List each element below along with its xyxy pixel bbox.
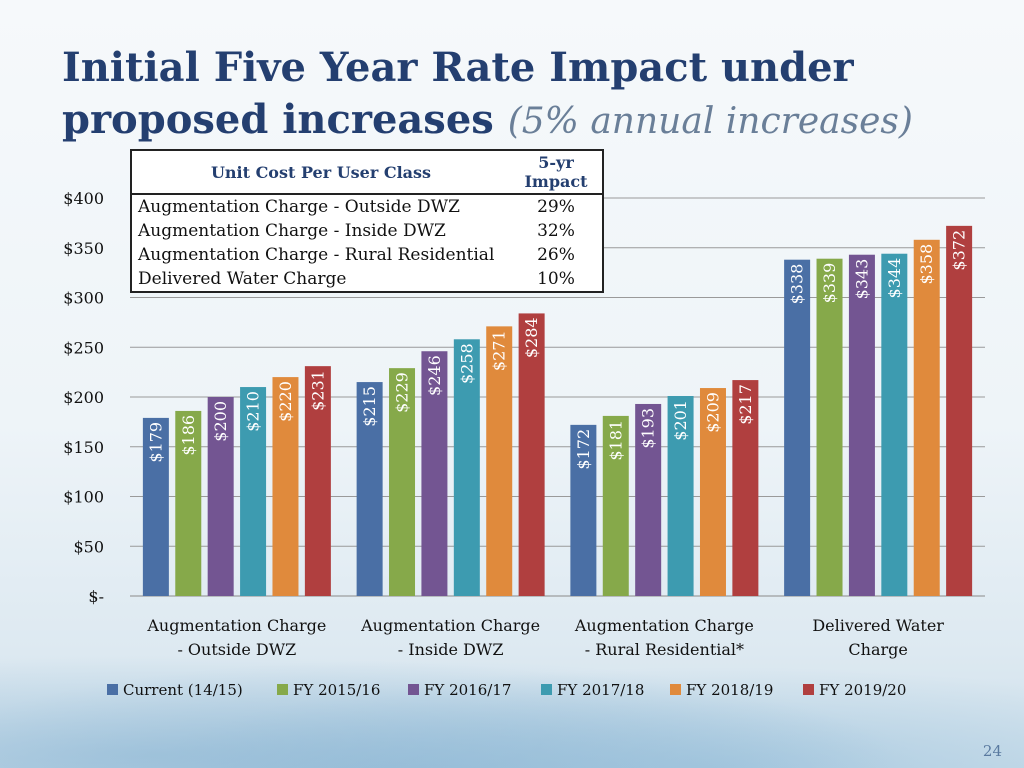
legend-swatch	[670, 684, 681, 695]
data-label: $217	[736, 384, 755, 425]
legend-swatch	[277, 684, 288, 695]
bar	[421, 351, 448, 596]
legend-label: FY 2016/17	[424, 681, 511, 699]
bar	[667, 396, 694, 596]
bar	[913, 239, 940, 597]
bar	[207, 397, 234, 596]
bar	[699, 388, 726, 596]
row-value: 29%	[537, 197, 575, 217]
data-label: $372	[950, 230, 969, 271]
bar	[881, 253, 908, 596]
x-category-label: Augmentation Charge	[360, 616, 540, 635]
impact-table-header: Unit Cost Per User Class 5-yr Impact	[131, 150, 603, 195]
bar	[635, 403, 662, 596]
legend-label: FY 2017/18	[557, 681, 644, 699]
bar	[518, 313, 545, 596]
bar	[816, 258, 843, 596]
data-label: $229	[393, 372, 412, 413]
bar	[240, 387, 267, 596]
legend-swatch	[107, 684, 118, 695]
bar	[946, 225, 973, 597]
row-value: 10%	[537, 269, 575, 289]
table-row: Delivered Water Charge 10%	[131, 267, 603, 292]
data-label: $284	[522, 317, 541, 358]
header-impact: 5-yr Impact	[510, 150, 603, 195]
y-tick-label: $-	[88, 587, 104, 606]
row-label: Augmentation Charge - Rural Residential	[138, 245, 495, 265]
data-label: $210	[244, 391, 263, 432]
legend-label: FY 2018/19	[686, 681, 773, 699]
row-value: 26%	[537, 245, 575, 265]
title-main: Initial Five Year Rate Impact under prop…	[62, 44, 854, 143]
x-category-label: Augmentation Charge	[146, 616, 326, 635]
row-label: Delivered Water Charge	[138, 269, 347, 289]
data-label: $343	[852, 259, 871, 300]
x-category-label: - Rural Residential*	[585, 640, 744, 659]
bar	[142, 417, 169, 596]
legend-label: FY 2015/16	[293, 681, 380, 699]
table-row: Augmentation Charge - Rural Residential …	[131, 243, 603, 267]
title-subtitle: (5% annual increases)	[507, 101, 913, 142]
y-tick-label: $400	[63, 189, 104, 208]
data-label: $271	[490, 330, 509, 371]
y-tick-label: $100	[63, 488, 104, 507]
bar	[486, 326, 513, 596]
x-category-label: Augmentation Charge	[574, 616, 754, 635]
data-label: $220	[276, 381, 295, 422]
data-label: $231	[308, 370, 327, 411]
data-label: $246	[425, 355, 444, 396]
bar	[175, 410, 202, 596]
legend-swatch	[803, 684, 814, 695]
row-label: Augmentation Charge - Outside DWZ	[138, 197, 460, 217]
bar	[732, 380, 759, 596]
data-label: $344	[885, 258, 904, 299]
data-label: $193	[639, 408, 658, 449]
y-tick-label: $250	[63, 338, 104, 357]
bar	[602, 415, 629, 596]
slide-title: Initial Five Year Rate Impact under prop…	[62, 42, 962, 148]
data-label: $179	[146, 422, 165, 463]
row-label: Augmentation Charge - Inside DWZ	[138, 221, 446, 241]
data-label: $200	[211, 401, 230, 442]
data-label: $181	[606, 420, 625, 461]
bar	[784, 259, 811, 596]
y-tick-label: $150	[63, 438, 104, 457]
page-number: 24	[982, 742, 1002, 760]
data-label: $186	[179, 415, 198, 456]
data-label: $215	[360, 386, 379, 427]
data-label: $201	[671, 400, 690, 441]
table-row: Augmentation Charge - Inside DWZ 32%	[131, 219, 603, 243]
bar	[570, 424, 597, 596]
y-tick-label: $200	[63, 388, 104, 407]
x-category-label: - Outside DWZ	[177, 640, 296, 659]
y-tick-label: $350	[63, 239, 104, 258]
bar	[272, 377, 299, 596]
x-category-label: Delivered Water	[812, 616, 944, 635]
data-label: $339	[820, 263, 839, 304]
data-label: $358	[917, 244, 936, 285]
legend-label: Current (14/15)	[123, 681, 243, 699]
data-label: $172	[574, 429, 593, 470]
bar	[848, 254, 875, 596]
y-tick-label: $300	[63, 289, 104, 308]
data-label: $209	[703, 392, 722, 433]
data-label: $258	[457, 343, 476, 384]
y-tick-label: $50	[73, 537, 104, 556]
x-category-label: Charge	[848, 640, 907, 659]
table-row: Augmentation Charge - Outside DWZ 29%	[131, 194, 603, 219]
row-value: 32%	[537, 221, 575, 241]
legend-label: FY 2019/20	[819, 681, 906, 699]
bar	[356, 382, 383, 596]
legend-swatch	[408, 684, 419, 695]
bar	[304, 366, 331, 596]
bar	[453, 339, 480, 596]
header-user-class: Unit Cost Per User Class	[131, 150, 510, 195]
x-category-label: - Inside DWZ	[398, 640, 504, 659]
bar	[389, 368, 416, 596]
data-label: $338	[788, 264, 807, 305]
legend-swatch	[541, 684, 552, 695]
impact-table: Unit Cost Per User Class 5-yr Impact Aug…	[130, 149, 604, 293]
